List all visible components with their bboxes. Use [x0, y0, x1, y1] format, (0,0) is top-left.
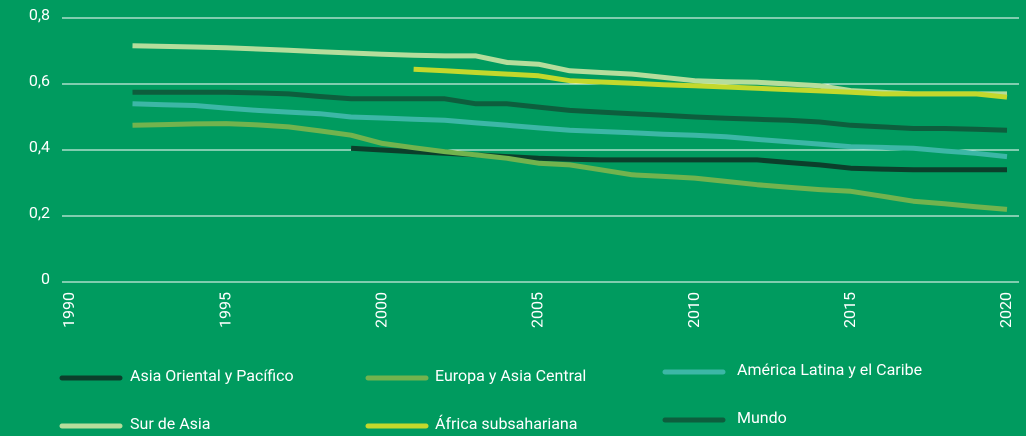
legend-label: Europa y Asia Central [435, 366, 586, 385]
y-tick-label: 0,6 [29, 71, 50, 90]
y-tick-label: 0,4 [29, 137, 50, 156]
series-line [132, 43, 1007, 97]
series-line [132, 101, 1008, 160]
x-tick-label: 2015 [840, 292, 859, 328]
x-tick-label: 2000 [372, 292, 391, 328]
legend-label: Mundo [737, 408, 787, 427]
y-tick-label: 0,2 [29, 203, 50, 222]
legend-label: Asia Oriental y Pacífico [130, 366, 294, 385]
series-line [413, 66, 1008, 100]
series-line [132, 89, 1008, 133]
series-line [132, 121, 1008, 212]
y-tick-label: 0 [41, 269, 50, 288]
legend-label: África subsahariana [435, 414, 577, 433]
legend-label: Sur de Asia [130, 414, 210, 433]
x-tick-label: 2010 [684, 292, 703, 328]
x-tick-label: 2005 [528, 292, 547, 328]
legend-label: América Latina y el Caribe [737, 360, 922, 379]
x-tick-label: 1990 [59, 292, 78, 328]
x-tick-label: 2020 [996, 292, 1015, 328]
x-tick-label: 1995 [215, 292, 234, 328]
y-tick-label: 0,8 [29, 5, 50, 24]
